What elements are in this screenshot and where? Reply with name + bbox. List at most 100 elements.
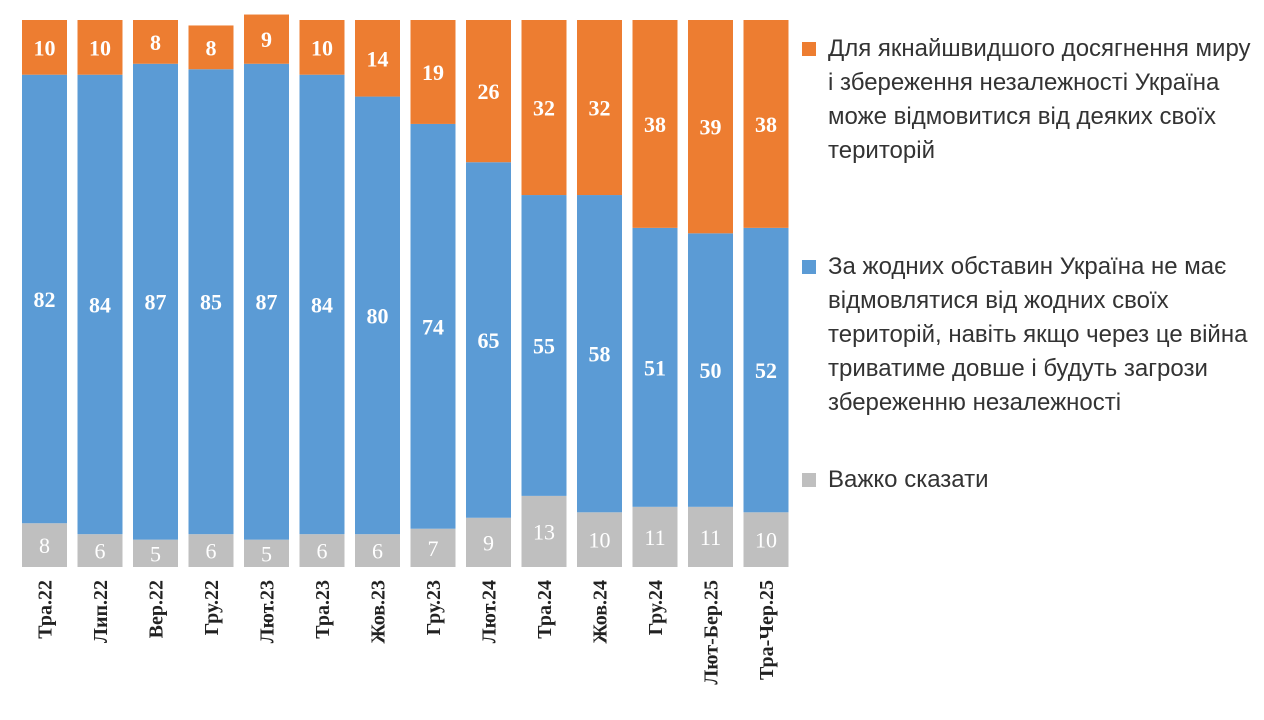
data-label-6-2: 14 — [367, 46, 389, 71]
legend-swatch-gray — [802, 473, 816, 487]
bar-segment-13-1 — [743, 227, 789, 513]
bar-segment-0-1 — [22, 74, 67, 524]
data-label-9-1: 55 — [533, 333, 555, 358]
data-label-11-0: 11 — [644, 525, 665, 550]
legend-label-no-concession: За жодних обставин Україна не має відмов… — [828, 253, 1248, 416]
x-tick-label-13: Тра-Чер.25 — [756, 580, 778, 680]
x-tick-label-8: Лют.24 — [479, 580, 501, 643]
data-label-0-1: 82 — [34, 287, 56, 312]
data-label-8-0: 9 — [483, 530, 494, 555]
bar-segment-11-0 — [632, 506, 678, 567]
legend-item-hard-to-say: Важко сказати — [802, 463, 1252, 497]
x-tick-label-10: Жов.24 — [590, 580, 612, 644]
data-label-0-2: 10 — [34, 35, 56, 60]
legend-item-territory-concession: Для якнайшвидшого досягнення миру і збер… — [802, 32, 1252, 168]
data-label-4-2: 9 — [261, 27, 272, 52]
data-label-5-1: 84 — [311, 292, 333, 317]
bar-segment-1-2 — [77, 20, 123, 75]
bar-segment-6-1 — [355, 96, 400, 535]
data-label-3-2: 8 — [206, 35, 217, 60]
data-label-3-0: 6 — [206, 539, 217, 564]
data-label-1-0: 6 — [95, 539, 106, 564]
data-label-7-0: 7 — [428, 536, 439, 561]
data-label-10-0: 10 — [589, 528, 611, 553]
data-label-6-0: 6 — [372, 539, 383, 564]
bar-segment-0-0 — [22, 523, 67, 567]
bar-segment-4-0 — [244, 539, 289, 567]
x-tick-label-3: Гру.22 — [201, 580, 223, 635]
bar-segment-10-2 — [577, 20, 622, 196]
legend-item-no-concession: За жодних обставин Україна не має відмов… — [802, 250, 1252, 420]
bar-segment-9-2 — [521, 20, 567, 196]
bar-segment-12-0 — [688, 506, 733, 567]
bar-segment-8-0 — [466, 517, 511, 567]
bar-segment-6-0 — [355, 534, 400, 567]
bar-segment-0-2 — [22, 20, 67, 75]
bar-segment-1-1 — [77, 74, 123, 535]
data-label-1-1: 84 — [89, 292, 111, 317]
data-label-3-1: 85 — [200, 290, 222, 315]
bar-segment-11-2 — [632, 20, 678, 228]
bar-segment-10-0 — [577, 512, 622, 567]
bar-segment-4-2 — [244, 14, 289, 64]
x-tick-label-11: Гру.24 — [645, 580, 667, 635]
data-label-2-1: 87 — [145, 290, 167, 315]
data-label-7-1: 74 — [422, 314, 444, 339]
bar-segment-5-0 — [299, 534, 345, 567]
x-tick-label-6: Жов.23 — [368, 580, 390, 644]
data-label-5-2: 10 — [311, 35, 333, 60]
data-label-1-2: 10 — [89, 35, 111, 60]
data-label-7-2: 19 — [422, 60, 444, 85]
data-label-11-2: 38 — [644, 112, 666, 137]
x-tick-label-5: Тра.23 — [312, 580, 334, 639]
bar-segment-9-0 — [521, 495, 567, 567]
data-label-10-2: 32 — [589, 96, 611, 121]
bar-segment-2-0 — [133, 539, 178, 567]
data-label-9-2: 32 — [533, 96, 555, 121]
legend-label-territory-concession: Для якнайшвидшого досягнення миру і збер… — [828, 35, 1251, 164]
bar-segment-7-2 — [410, 20, 456, 124]
data-label-12-2: 39 — [700, 115, 722, 140]
data-label-12-1: 50 — [700, 358, 722, 383]
data-label-2-2: 8 — [150, 30, 161, 55]
x-tick-label-9: Тра.24 — [534, 580, 556, 639]
x-tick-label-0: Тра.22 — [35, 580, 57, 639]
data-label-10-1: 58 — [589, 342, 611, 367]
x-tick-label-12: Лют-Бер.25 — [701, 580, 723, 685]
data-label-6-1: 80 — [367, 303, 389, 328]
data-label-8-1: 65 — [478, 328, 500, 353]
data-label-11-1: 51 — [644, 355, 666, 380]
bar-segment-13-2 — [743, 20, 789, 228]
x-tick-label-2: Вер.22 — [146, 580, 168, 638]
bar-segment-8-1 — [466, 162, 511, 518]
bar-segment-12-1 — [688, 233, 733, 507]
data-label-9-0: 13 — [533, 519, 555, 544]
bar-segment-2-2 — [133, 20, 178, 64]
legend-swatch-blue — [802, 260, 816, 274]
bar-segment-7-0 — [410, 528, 456, 567]
bar-segment-2-1 — [133, 63, 178, 540]
data-label-4-0: 5 — [261, 541, 272, 566]
bar-segment-3-0 — [188, 534, 234, 567]
bar-segment-13-0 — [743, 512, 789, 567]
x-tick-label-4: Лют.23 — [257, 580, 279, 643]
data-label-4-1: 87 — [256, 290, 278, 315]
bar-segment-12-2 — [688, 20, 733, 234]
bar-segment-1-0 — [77, 534, 123, 567]
bar-segment-9-1 — [521, 195, 567, 496]
legend-label-hard-to-say: Важко сказати — [828, 466, 989, 493]
data-label-13-1: 52 — [755, 358, 777, 383]
bar-segment-8-2 — [466, 20, 511, 163]
data-label-2-0: 5 — [150, 541, 161, 566]
data-label-8-2: 26 — [478, 79, 500, 104]
data-label-5-0: 6 — [317, 539, 328, 564]
bar-segment-10-1 — [577, 195, 622, 513]
data-label-13-0: 10 — [755, 528, 777, 553]
data-label-13-2: 38 — [755, 112, 777, 137]
bar-segment-3-2 — [188, 25, 234, 70]
bar-segment-3-1 — [188, 69, 234, 535]
bar-segment-7-1 — [410, 123, 456, 529]
bar-segment-4-1 — [244, 63, 289, 540]
bar-segment-11-1 — [632, 227, 678, 507]
